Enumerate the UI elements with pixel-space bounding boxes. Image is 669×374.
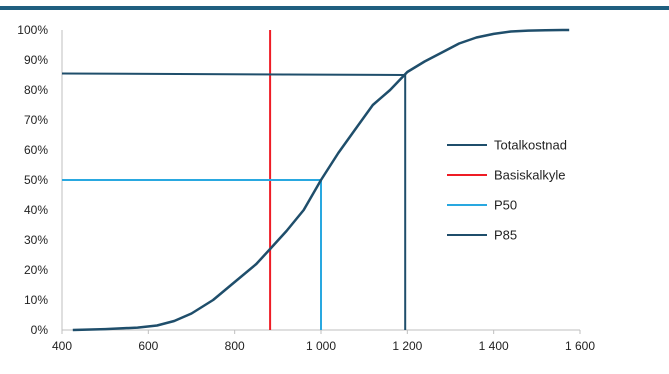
x-tick-label: 1 400 <box>479 339 509 353</box>
x-tick-label: 1 600 <box>565 339 595 353</box>
series-p85-line <box>61 72 407 330</box>
y-tick-label: 30% <box>24 233 48 247</box>
legend: Totalkostnad Basiskalkyle P50 P85 <box>447 138 567 243</box>
y-tick-label: 0% <box>31 323 49 337</box>
x-tick-label: 600 <box>138 339 158 353</box>
x-tick-label: 1 000 <box>306 339 336 353</box>
series-totalkostnad-line <box>72 28 570 332</box>
y-tick-label: 70% <box>24 113 48 127</box>
legend-label-basiskalkyle: Basiskalkyle <box>494 168 566 183</box>
legend-label-totalkostnad: Totalkostnad <box>494 138 567 153</box>
y-tick-label: 90% <box>24 53 48 67</box>
y-tick-label: 100% <box>17 23 48 37</box>
y-tick-label: 10% <box>24 293 48 307</box>
axes: 0% 10% 20% 30% 40% 50% 60% 70% 80% 90% 100% 400 600 8… <box>17 23 595 353</box>
x-tick-label: 1 200 <box>392 339 422 353</box>
x-tick-label: 400 <box>52 339 72 353</box>
y-tick-label: 50% <box>24 173 48 187</box>
x-tick-label: 800 <box>225 339 245 353</box>
y-tick-label: 40% <box>24 203 48 217</box>
y-tick-label: 60% <box>24 143 48 157</box>
y-tick-label: 80% <box>24 83 48 97</box>
legend-label-p85: P85 <box>494 228 517 243</box>
y-tick-label: 20% <box>24 263 48 277</box>
series-layer <box>61 28 570 332</box>
series-p50-line <box>62 179 322 330</box>
top-banner-line <box>0 6 669 10</box>
legend-label-p50: P50 <box>494 198 517 213</box>
